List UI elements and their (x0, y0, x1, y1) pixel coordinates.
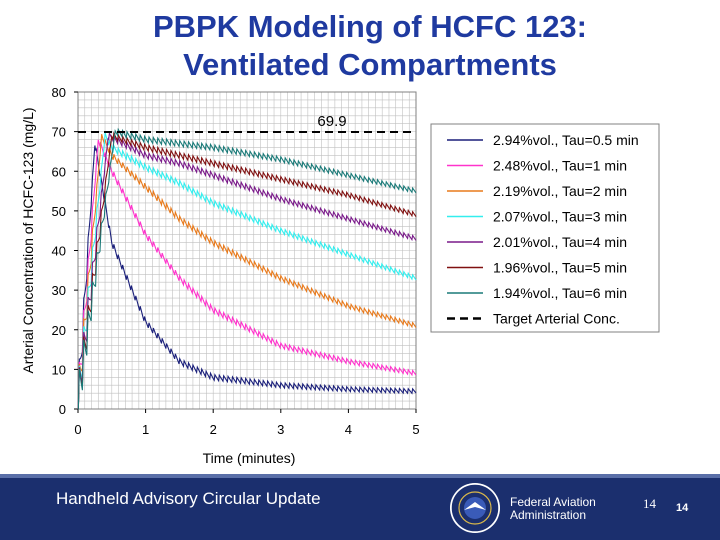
page-number-left: 14 (643, 496, 656, 511)
x-tick-label: 4 (345, 422, 352, 437)
y-tick-label: 10 (52, 362, 66, 377)
x-tick-label: 3 (277, 422, 284, 437)
legend-entry-label: 2.48%vol., Tau=1 min (493, 158, 627, 174)
y-axis-label: Arterial Concentration of HCFC-123 (mg/L… (20, 107, 36, 373)
y-tick-label: 30 (52, 283, 66, 298)
x-tick-label: 1 (142, 422, 149, 437)
agency-line-1: Federal Aviation (510, 495, 596, 509)
y-tick-label: 80 (52, 85, 66, 100)
footer-divider (0, 474, 720, 478)
series-line-3 (77, 134, 417, 410)
legend-entry-label: 1.96%vol., Tau=5 min (493, 260, 627, 276)
agency-name: Federal Aviation Administration (510, 496, 596, 522)
agency-line-2: Administration (510, 508, 587, 522)
y-tick-label: 70 (52, 125, 66, 140)
y-tick-label: 60 (52, 164, 66, 179)
series-line-7 (77, 127, 417, 410)
legend-entry-label: 2.19%vol., Tau=2 min (493, 183, 627, 199)
x-tick-label: 5 (412, 422, 419, 437)
footer-bar (0, 478, 720, 540)
y-tick-label: 0 (59, 402, 66, 417)
title-line-1: PBPK Modeling of HCFC 123: (152, 9, 587, 44)
legend-entry-label: 2.94%vol., Tau=0.5 min (493, 132, 639, 148)
page-number-right: 14 (676, 502, 689, 514)
slide-title: PBPK Modeling of HCFC 123: Ventilated Co… (90, 8, 650, 84)
x-axis-label: Time (minutes) (203, 450, 296, 466)
y-tick-label: 50 (52, 204, 66, 219)
x-tick-label: 0 (74, 422, 81, 437)
legend-entry-label: 1.94%vol., Tau=6 min (493, 285, 627, 301)
target-value-label: 69.9 (317, 113, 346, 130)
y-tick-label: 40 (52, 244, 66, 259)
x-tick-label: 2 (210, 422, 217, 437)
footer-title: Handheld Advisory Circular Update (56, 489, 321, 508)
title-line-2: Ventilated Compartments (183, 47, 557, 82)
legend-entry-label: Target Arterial Conc. (493, 311, 620, 327)
legend-entry-label: 2.01%vol., Tau=4 min (493, 234, 627, 250)
series-line-4 (77, 132, 417, 410)
faa-seal-icon (450, 483, 500, 533)
series-line-1 (77, 145, 417, 410)
series-line-5 (77, 131, 417, 410)
series-line-6 (77, 131, 417, 410)
y-tick-label: 20 (52, 323, 66, 338)
series-line-2 (77, 139, 417, 410)
legend-entry-label: 2.07%vol., Tau=3 min (493, 209, 627, 225)
legend-box (430, 123, 660, 333)
